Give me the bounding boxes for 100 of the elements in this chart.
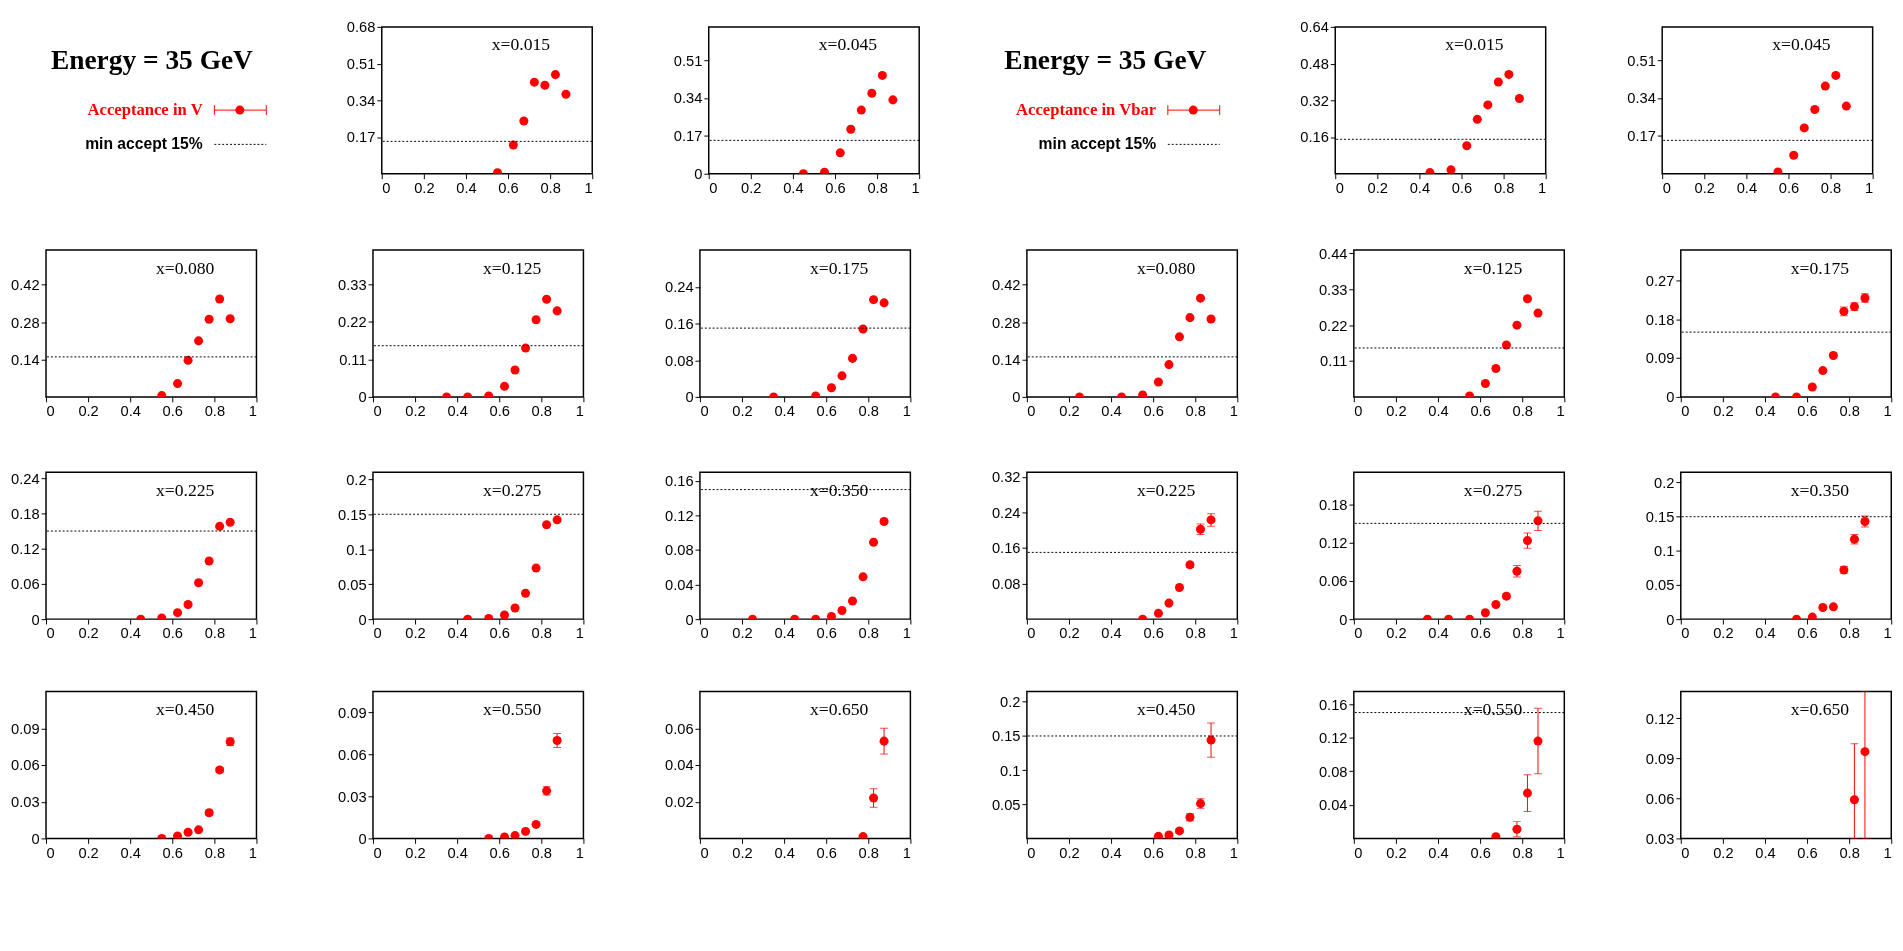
y-tick-label: 0.32 (991, 469, 1021, 486)
y-tick-label: 0.24 (664, 279, 694, 296)
point (204, 314, 214, 324)
y-tick-label: 0.18 (11, 505, 40, 522)
y-tick-label: 0.15 (1645, 509, 1675, 526)
point (1807, 382, 1817, 392)
y-tick-label: 0.02 (664, 794, 694, 811)
text: Energy = 35 GeV (1004, 44, 1207, 75)
point (1820, 81, 1830, 91)
x-tick-label: 0 (1027, 844, 1036, 861)
y-tick-label: 0.17 (1627, 128, 1656, 145)
y-tick-label: 0.2 (1000, 694, 1021, 711)
point (1799, 123, 1809, 133)
point (846, 124, 856, 134)
y-tick-label: 0.06 (338, 746, 367, 763)
y-tick-label: 0 (685, 611, 694, 628)
annotation: x=0.045 (818, 34, 878, 55)
x-tick-label: 1 (1229, 625, 1238, 642)
point (521, 343, 531, 353)
point (1831, 70, 1841, 80)
y-tick-label: 0.1 (1654, 543, 1675, 560)
x-tick-label: 1 (248, 403, 257, 420)
point (1196, 293, 1206, 303)
point (1164, 360, 1174, 370)
x-tick-label: 0 (1027, 625, 1036, 642)
x-tick-label: 0.4 (1101, 844, 1122, 861)
x-tick-label: 0.8 (867, 179, 888, 196)
x-tick-label: 1 (1883, 403, 1892, 420)
point (1491, 599, 1501, 609)
y-tick-label: 0.18 (1645, 311, 1675, 328)
y-tick-label: 0.04 (664, 576, 694, 593)
y-tick-label: 0.09 (338, 704, 367, 721)
annotation: x=0.550 (482, 699, 542, 720)
annotation: x=0.175 (1790, 257, 1850, 278)
y-tick-label: 0.12 (11, 541, 40, 558)
point (1773, 167, 1783, 174)
point (157, 613, 167, 620)
y-tick-label: 0.06 (11, 757, 40, 774)
x-tick-label: 0.2 (405, 844, 426, 861)
y-tick-label: 0.06 (1645, 790, 1675, 807)
point (1472, 114, 1482, 124)
point (1164, 598, 1174, 608)
x-tick-label: 0.4 (774, 403, 795, 420)
annotation: x=0.350 (1790, 479, 1850, 500)
x-tick-label: 1 (911, 179, 920, 196)
point (531, 315, 541, 325)
point (561, 89, 571, 99)
point (877, 70, 887, 80)
x-tick-label: 0.2 (1713, 625, 1734, 642)
text: Acceptance in Vbar (1016, 100, 1157, 119)
point (510, 603, 520, 613)
y-tick-label: 0.05 (338, 576, 367, 593)
x-tick-label: 0 (1681, 625, 1690, 642)
x-tick-label: 0.2 (1694, 179, 1715, 196)
x-tick-label: 0.4 (456, 179, 477, 196)
x-tick-label: 0.2 (1713, 844, 1734, 861)
x-tick-label: 0.8 (1839, 403, 1860, 420)
x-tick-label: 0.6 (816, 844, 837, 861)
point (837, 606, 847, 616)
y-tick-label: 0.2 (346, 471, 367, 488)
annotation: x=0.275 (482, 479, 542, 500)
point (1512, 320, 1522, 330)
y-tick-label: 0.1 (1000, 762, 1021, 779)
x-tick-label: 1 (1864, 179, 1874, 196)
y-tick-label: 0 (685, 389, 694, 406)
point (173, 379, 183, 389)
y-tick-label: 0.24 (991, 504, 1021, 521)
x-tick-label: 1 (1229, 403, 1238, 420)
y-tick-label: 0 (358, 389, 367, 406)
annotation: x=0.125 (482, 257, 542, 278)
x-tick-label: 0.8 (1493, 179, 1515, 196)
point (552, 515, 562, 525)
point (1138, 390, 1148, 397)
y-tick-label: 0 (1339, 611, 1348, 628)
x-tick-label: 0.6 (489, 844, 510, 861)
point (1480, 608, 1490, 618)
y-tick-label: 0 (1666, 611, 1675, 628)
x-tick-label: 0.2 (414, 179, 435, 196)
y-tick-label: 0 (358, 611, 367, 628)
point (510, 365, 520, 375)
text: Energy = 35 GeV (50, 44, 254, 75)
y-tick-label: 0.05 (1645, 577, 1675, 594)
x-tick-label: 0.8 (540, 179, 561, 196)
y-tick-label: 0.48 (1300, 55, 1329, 72)
x-tick-label: 0.6 (1143, 844, 1164, 861)
annotation: x=0.080 (156, 257, 215, 278)
x-tick-label: 1 (1556, 844, 1565, 861)
point (1483, 100, 1493, 110)
x-tick-label: 0.4 (1755, 844, 1776, 861)
point (1462, 141, 1472, 151)
y-tick-label: 0.51 (673, 52, 703, 69)
x-tick-label: 0.2 (78, 844, 99, 861)
point (531, 563, 541, 573)
x-tick-label: 0.2 (1059, 403, 1080, 420)
point (521, 826, 531, 836)
y-tick-label: 0.12 (1318, 730, 1348, 747)
point (1206, 314, 1216, 324)
point (225, 517, 235, 527)
x-tick-label: 0.4 (1101, 403, 1122, 420)
point (858, 572, 868, 582)
